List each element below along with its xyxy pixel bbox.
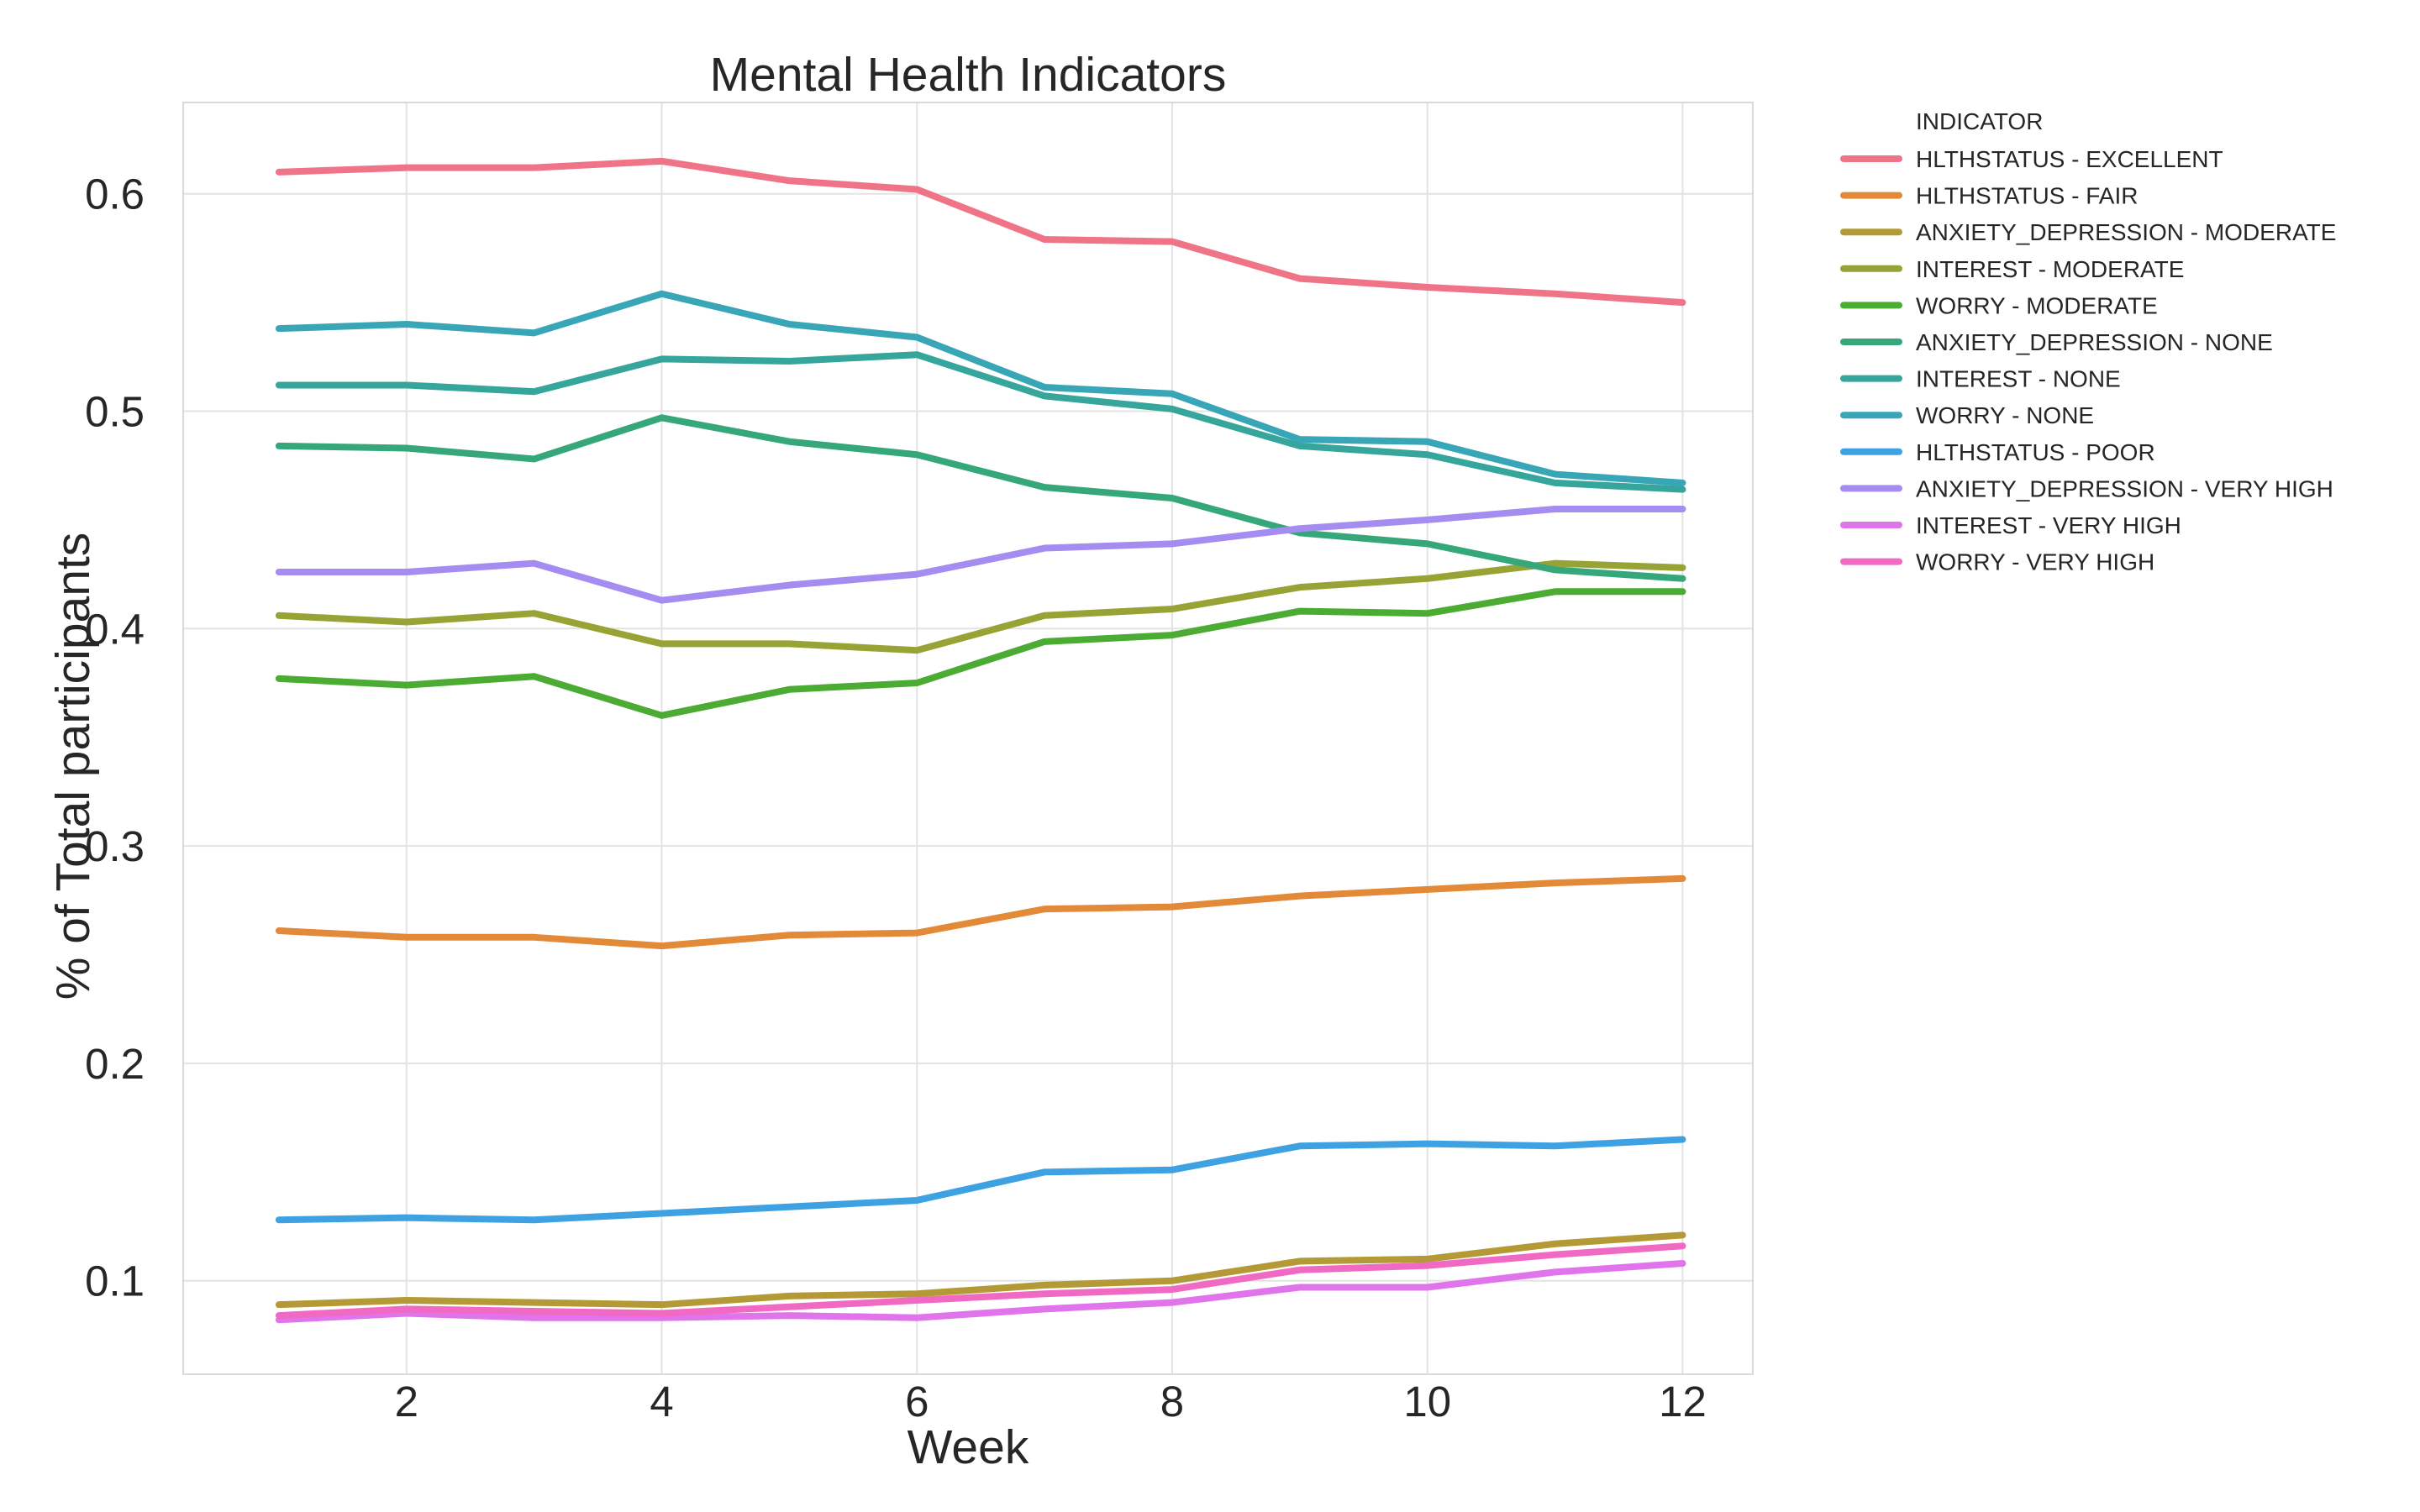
- legend-label: ANXIETY_DEPRESSION - MODERATE: [1916, 219, 2336, 245]
- legend: INDICATOR HLTHSTATUS - EXCELLENT HLTHSTAT…: [1840, 108, 2336, 575]
- legend-label: INTEREST - VERY HIGH: [1916, 512, 2181, 538]
- series-line: [275, 157, 1686, 307]
- series-line: [275, 351, 1686, 493]
- chart-title: Mental Health Indicators: [710, 48, 1227, 102]
- y-axis-label: % of Total participants: [46, 533, 100, 1000]
- x-axis-label: Week: [908, 1420, 1029, 1474]
- x-tick-label: 6: [905, 1378, 929, 1425]
- x-tick-label: 4: [650, 1378, 673, 1425]
- legend-label: WORRY - MODERATE: [1916, 292, 2158, 318]
- gridlines: [183, 102, 1753, 1374]
- series-line: [275, 1231, 1686, 1309]
- y-tick-label: 0.6: [85, 171, 145, 218]
- series-line: [275, 588, 1686, 719]
- y-tick-labels: 0.1 0.2 0.3 0.4 0.5 0.6: [85, 171, 145, 1305]
- legend-label: ANXIETY_DEPRESSION - VERY HIGH: [1916, 475, 2333, 501]
- series-lines: [275, 157, 1686, 1324]
- legend-label: HLTHSTATUS - POOR: [1916, 439, 2155, 465]
- plot-area: [182, 102, 1754, 1375]
- series-line: [275, 1136, 1686, 1224]
- legend-label: HLTHSTATUS - FAIR: [1916, 183, 2138, 209]
- x-tick-label: 8: [1160, 1378, 1184, 1425]
- legend-title: INDICATOR: [1916, 108, 2043, 134]
- legend-label: INTEREST - NONE: [1916, 366, 2121, 392]
- y-tick-label: 0.3: [85, 822, 145, 870]
- legend-label: HLTHSTATUS - EXCELLENT: [1916, 146, 2223, 172]
- series-line: [275, 505, 1686, 604]
- legend-label: ANXIETY_DEPRESSION - NONE: [1916, 329, 2273, 355]
- x-tick-label: 2: [395, 1378, 418, 1425]
- x-tick-label: 12: [1659, 1378, 1707, 1425]
- series-line: [275, 559, 1686, 654]
- legend-label: WORRY - NONE: [1916, 402, 2094, 428]
- series-line: [275, 874, 1686, 950]
- y-tick-label: 0.1: [85, 1257, 145, 1305]
- y-tick-label: 0.2: [85, 1040, 145, 1088]
- y-tick-label: 0.4: [85, 605, 145, 653]
- series-line: [275, 1242, 1686, 1320]
- series-line: [275, 290, 1686, 486]
- legend-label: INTEREST - MODERATE: [1916, 256, 2184, 282]
- legend-label: WORRY - VERY HIGH: [1916, 549, 2154, 575]
- y-tick-label: 0.5: [85, 388, 145, 436]
- x-tick-label: 10: [1403, 1378, 1451, 1425]
- series-line: [275, 414, 1686, 582]
- series-line: [275, 1260, 1686, 1324]
- x-tick-labels: 2 4 6 8 10 12: [395, 1378, 1707, 1425]
